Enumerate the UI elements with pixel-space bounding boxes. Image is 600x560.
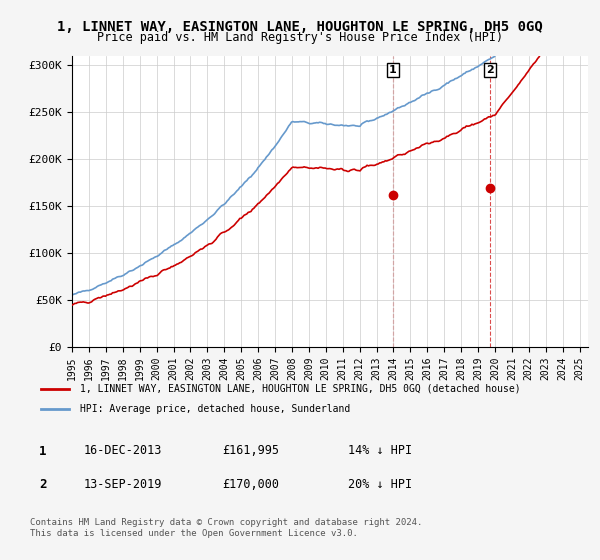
Text: Price paid vs. HM Land Registry's House Price Index (HPI): Price paid vs. HM Land Registry's House … [97, 31, 503, 44]
Text: £161,995: £161,995 [222, 444, 279, 458]
Text: 2: 2 [39, 478, 46, 492]
Text: HPI: Average price, detached house, Sunderland: HPI: Average price, detached house, Sund… [80, 404, 350, 414]
Text: 1, LINNET WAY, EASINGTON LANE, HOUGHTON LE SPRING, DH5 0GQ (detached house): 1, LINNET WAY, EASINGTON LANE, HOUGHTON … [80, 384, 520, 394]
Text: 1, LINNET WAY, EASINGTON LANE, HOUGHTON LE SPRING, DH5 0GQ: 1, LINNET WAY, EASINGTON LANE, HOUGHTON … [57, 20, 543, 34]
Text: 16-DEC-2013: 16-DEC-2013 [84, 444, 163, 458]
Text: 1: 1 [39, 445, 46, 458]
Text: 14% ↓ HPI: 14% ↓ HPI [348, 444, 412, 458]
Text: 20% ↓ HPI: 20% ↓ HPI [348, 478, 412, 491]
Text: 2: 2 [486, 65, 494, 74]
Text: Contains HM Land Registry data © Crown copyright and database right 2024.
This d: Contains HM Land Registry data © Crown c… [30, 518, 422, 538]
Text: 1: 1 [389, 65, 397, 74]
Text: £170,000: £170,000 [222, 478, 279, 491]
Text: 13-SEP-2019: 13-SEP-2019 [84, 478, 163, 491]
